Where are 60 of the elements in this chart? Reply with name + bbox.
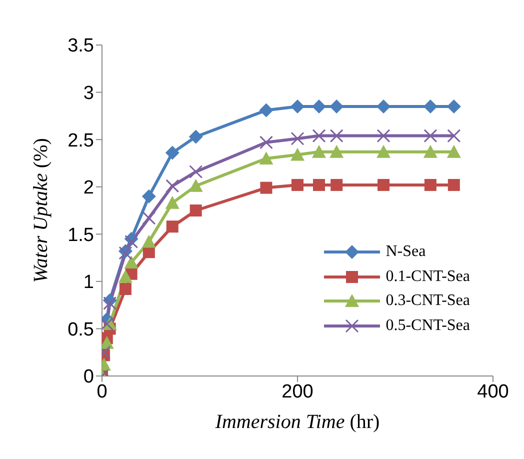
point [259,136,273,150]
y-tick-label: 3.5 [68,36,94,57]
point [376,129,390,143]
point [190,204,202,216]
y-tick-label: 1 [83,272,94,294]
x-tick-label: 400 [477,381,509,402]
point [103,296,117,310]
y-tick-label: 2 [83,178,94,199]
point [119,282,132,295]
y-tick-label: 1.5 [68,224,94,246]
legend-label: 0.1-CNT-Sea [386,268,470,286]
y-tick-label: 0.5 [68,319,94,340]
point [424,178,436,191]
point [376,99,391,114]
x-tick-label: 200 [282,381,314,402]
point [312,99,326,114]
point [330,144,344,158]
point [423,99,438,114]
point [447,129,461,143]
legend-label: N-Sea [386,243,426,262]
point [313,178,326,191]
point [446,144,461,158]
point [118,270,132,283]
point [189,164,203,178]
point [378,178,390,191]
legend-label: 0.3-CNT-Sea [386,292,470,310]
point [448,178,460,191]
point [330,129,344,143]
point [166,179,180,193]
point [423,144,438,158]
point [312,129,326,143]
point [330,99,344,114]
point [165,146,180,160]
point [312,144,326,158]
point [290,148,304,161]
point [290,99,304,114]
legend-label: 0.5-CNT-Sea [386,316,470,335]
x-axis-title: Immersion Time (hr) [214,411,380,433]
y-tick-label: 0 [83,366,94,388]
point [188,130,203,144]
point [376,144,391,158]
point [188,178,203,192]
point [165,196,180,209]
point [166,220,178,233]
point [330,178,343,191]
point [292,178,304,191]
point [124,234,138,248]
y-axis-title: Water Uptake (%) [30,138,52,283]
x-tick-label: 0 [96,381,108,402]
point [260,182,272,194]
point [446,99,461,114]
y-tick-label: 2.5 [68,130,94,152]
point [259,151,274,164]
point [424,129,438,143]
point [290,132,304,146]
y-tick-label: 3 [83,83,94,104]
point [142,189,156,204]
point [124,256,138,269]
point [142,234,156,248]
point [259,103,274,118]
